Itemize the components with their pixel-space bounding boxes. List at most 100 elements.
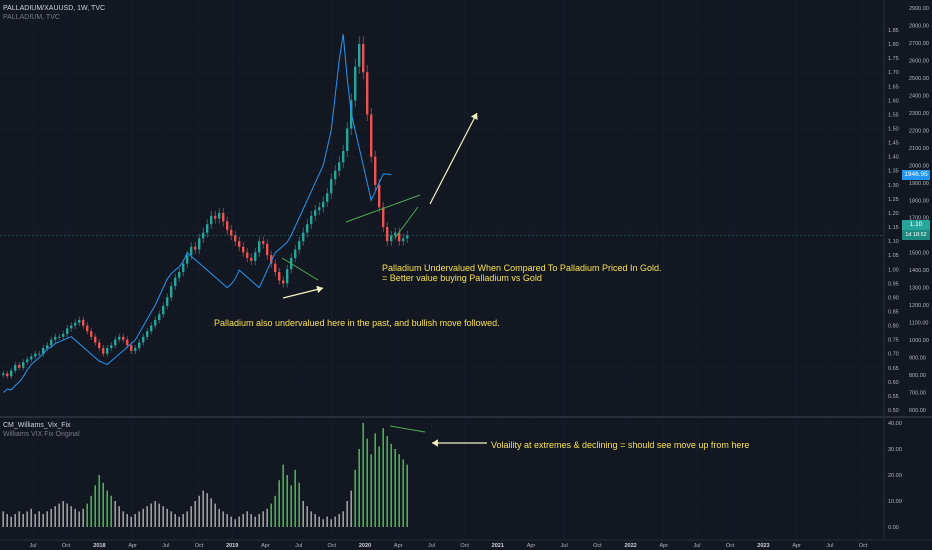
ratio-tick-label: 1.05 (888, 253, 899, 259)
candle-body (26, 359, 29, 363)
palladium-price-badge: 1946.95 (902, 170, 930, 180)
candle-body (150, 325, 153, 332)
vix-bar (94, 485, 96, 527)
candle-body (198, 238, 201, 250)
price-pane (0, 34, 884, 393)
palladium-line (2, 34, 392, 393)
candle-body (294, 249, 297, 258)
ratio-tick-label: 1.20 (888, 211, 899, 217)
candle-body (118, 336, 121, 340)
candle-body (282, 280, 285, 284)
palladium-tick-label: 700.00 (909, 391, 926, 397)
vix-bar (90, 495, 92, 527)
date-tick-label: Apr (527, 543, 536, 549)
candle-body (310, 215, 313, 225)
vix-bar (366, 438, 368, 527)
palladium-tick-label: 2100.00 (909, 146, 929, 152)
vix-bar (266, 508, 268, 527)
drawings (281, 112, 487, 447)
candle-body (110, 345, 113, 349)
candle-body (390, 235, 393, 242)
date-tick-label: Jul (693, 543, 700, 549)
vix-bar (126, 514, 128, 527)
date-tick-label: Jul (162, 543, 169, 549)
candle-body (246, 252, 249, 258)
candle-body (214, 215, 217, 219)
vix-bar (70, 506, 72, 527)
candle-body (138, 342, 141, 349)
ratio-tick-label: 1.80 (888, 42, 899, 48)
candle-body (226, 221, 229, 230)
vix-bar (178, 516, 180, 527)
ratio-tick-label: 1.50 (888, 127, 899, 133)
vix-bar (302, 501, 304, 527)
candle-body (298, 241, 301, 250)
palladium-tick-label: 1000.00 (909, 338, 929, 344)
candle-body (94, 336, 97, 343)
vix-tick-label: 30.00 (888, 447, 902, 453)
date-tick-label: Apr (128, 543, 137, 549)
candle-body (338, 162, 341, 171)
candle-body (238, 241, 241, 247)
candle-body (46, 345, 49, 349)
candle-body (274, 263, 277, 273)
vix-bar (22, 514, 24, 527)
ratio-countdown-badge: 1d 18:52 (902, 230, 930, 240)
vix-bar (58, 503, 60, 527)
palladium-tick-label: 2200.00 (909, 128, 929, 134)
ratio-tick-label: 1.35 (888, 169, 899, 175)
pane-separator (0, 416, 932, 418)
vix-bar (130, 516, 132, 527)
date-tick-label: Jul (29, 543, 36, 549)
vix-bar (214, 503, 216, 527)
vix-pane (2, 423, 408, 527)
vix-bar (282, 464, 284, 527)
candle-body (374, 156, 377, 185)
ratio-tick-label: 0.90 (888, 295, 899, 301)
price-legend-overlay: PALLADIUM, TVC (3, 14, 60, 21)
palladium-tick-label: 1900.00 (909, 181, 929, 187)
date-tick-label: Oct (593, 543, 602, 549)
palladium-tick-label: 2600.00 (909, 58, 929, 64)
palladium-tick-label: 2000.00 (909, 163, 929, 169)
vix-bar (238, 516, 240, 527)
vix-bar (158, 503, 160, 527)
candle-body (382, 207, 385, 228)
candle-body (78, 319, 81, 323)
candle-body (86, 325, 89, 332)
vix-bar (326, 516, 328, 527)
palladium-tick-label: 2800.00 (909, 23, 929, 29)
vix-bar (194, 501, 196, 527)
date-tick-label: Apr (261, 543, 270, 549)
trendline-recent-2 (394, 206, 419, 239)
date-tick-label: Oct (726, 543, 735, 549)
candle-body (266, 243, 269, 256)
annotation-better-value: = Better value buying Palladium vs Gold (382, 273, 542, 283)
palladium-tick-label: 2400.00 (909, 93, 929, 99)
date-tick-label: Oct (859, 543, 868, 549)
trendline-vix (389, 425, 426, 433)
trendline-recent (345, 194, 421, 223)
vix-bar (162, 506, 164, 527)
date-tick-label: Apr (660, 543, 669, 549)
candle-body (346, 128, 349, 152)
candle-body (234, 235, 237, 242)
ratio-tick-label: 1.55 (888, 112, 899, 118)
vix-bar (234, 519, 236, 527)
vix-bar (318, 516, 320, 527)
vix-bar (14, 514, 16, 527)
candle-body (394, 232, 397, 236)
vix-legend-subtitle: Williams VIX Fix Original (3, 431, 80, 438)
vix-bar (342, 511, 344, 527)
candle-body (322, 201, 325, 208)
vix-bar (102, 482, 104, 527)
candle-body (10, 370, 13, 377)
vix-bar (286, 475, 288, 527)
ratio-tick-label: 0.50 (888, 408, 899, 414)
candle-body (206, 224, 209, 233)
ratio-tick-label: 1.30 (888, 183, 899, 189)
date-tick-label: 2021 (492, 543, 504, 549)
vix-bar (258, 514, 260, 527)
ratio-tick-label: 0.70 (888, 352, 899, 358)
vix-bar (306, 506, 308, 527)
